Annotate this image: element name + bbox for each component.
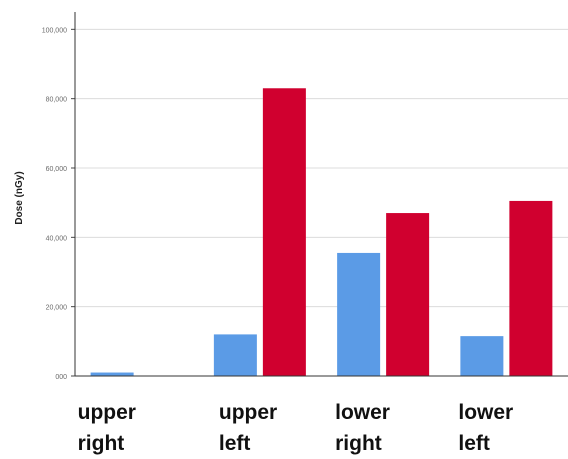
bars-layer (90, 88, 553, 377)
x-category-label-line: upper (218, 401, 278, 424)
x-category-label-line: lower (335, 401, 390, 424)
bar (386, 213, 430, 376)
bar (509, 200, 553, 376)
x-category-label: upper left (219, 397, 329, 459)
y-tick-label: 000 (55, 374, 67, 381)
y-tick-label: 100,000 (42, 27, 67, 34)
x-category-label-line: right (77, 432, 125, 455)
x-category-label-line: left (218, 432, 251, 455)
y-tick-label: 40,000 (46, 235, 68, 242)
bar (90, 372, 134, 376)
bar (337, 252, 381, 376)
bar (460, 336, 504, 376)
bar (262, 88, 306, 377)
x-category-label-line: right (335, 432, 382, 455)
x-category-label-line: upper (77, 401, 136, 424)
x-category-label-line: lower (458, 401, 514, 424)
y-tick-label: 60,000 (46, 166, 68, 173)
x-category-label-line: left (458, 432, 490, 455)
axis-layer: 000 20,000 40,000 60,000 80,000 100,000 (42, 12, 568, 381)
x-category-label: upper right (78, 397, 188, 459)
y-tick-label: 20,000 (46, 305, 68, 312)
grid-layer (75, 28, 568, 308)
x-category-label: lower right (335, 397, 445, 459)
y-tick-label: 80,000 (46, 97, 68, 104)
y-axis-label: Dose (nGy) (14, 171, 25, 224)
x-category-label: lower left (458, 397, 568, 459)
bar (213, 334, 257, 376)
